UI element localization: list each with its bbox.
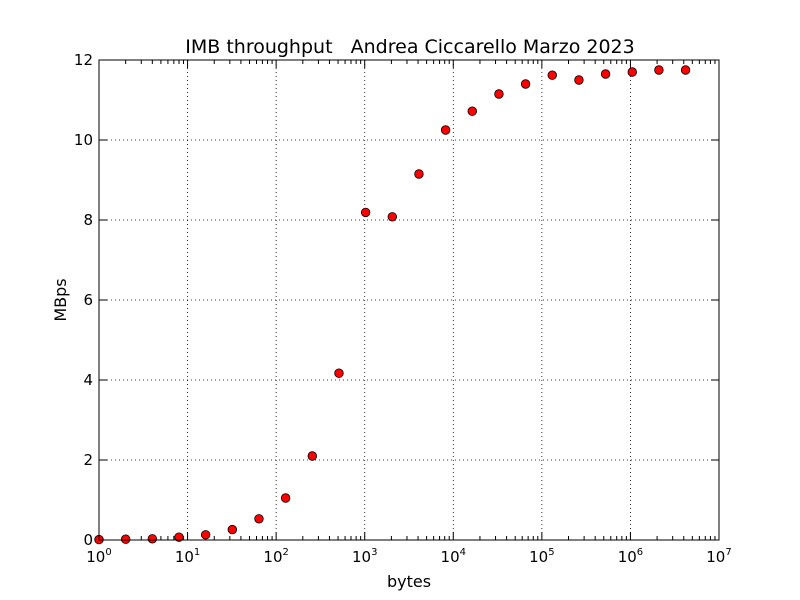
y-tick-label: 6 bbox=[83, 291, 93, 309]
data-point bbox=[494, 89, 504, 99]
y-tick-label: 0 bbox=[83, 531, 93, 549]
y-tick-label: 12 bbox=[74, 51, 93, 69]
data-point bbox=[547, 70, 557, 80]
data-point bbox=[120, 534, 131, 544]
x-tick-labels: 100 101 102 103 104 105 106 107 bbox=[86, 547, 731, 566]
y-tick-labels: 0 2 4 6 8 10 12 bbox=[74, 51, 93, 549]
data-point bbox=[147, 534, 158, 544]
data-point bbox=[307, 451, 318, 461]
y-tick-label: 4 bbox=[83, 371, 93, 389]
data-point bbox=[574, 75, 584, 85]
data-points bbox=[94, 65, 691, 545]
data-point bbox=[440, 125, 451, 135]
grid bbox=[99, 60, 719, 540]
chart-title: IMB throughput Andrea Ciccarello Marzo 2… bbox=[185, 36, 635, 58]
x-tick-label: 102 bbox=[263, 547, 288, 566]
x-tick-label: 106 bbox=[618, 547, 643, 566]
x-tick-label: 103 bbox=[352, 547, 377, 566]
data-point bbox=[254, 514, 264, 524]
data-point bbox=[627, 67, 637, 77]
data-point bbox=[600, 69, 611, 79]
data-point bbox=[520, 79, 531, 89]
data-point bbox=[654, 65, 664, 75]
x-tick-label: 101 bbox=[175, 547, 200, 566]
data-point bbox=[680, 65, 691, 75]
data-point bbox=[200, 530, 211, 540]
y-tick-label: 10 bbox=[74, 131, 93, 149]
plot-frame bbox=[98, 59, 720, 541]
data-point bbox=[280, 493, 291, 503]
data-point bbox=[334, 368, 344, 378]
x-tick-label: 105 bbox=[529, 547, 554, 566]
data-point bbox=[467, 106, 477, 116]
data-point bbox=[174, 532, 184, 542]
y-axis-label: MBps bbox=[51, 278, 70, 321]
y-tick-label: 2 bbox=[83, 451, 93, 469]
data-point bbox=[227, 524, 238, 535]
x-axis-label: bytes bbox=[387, 572, 431, 591]
x-tick-label: 107 bbox=[706, 547, 731, 566]
y-tick-label: 8 bbox=[83, 211, 93, 229]
data-point bbox=[387, 212, 397, 222]
x-tick-label: 104 bbox=[441, 547, 466, 566]
x-tick-label: 100 bbox=[86, 547, 111, 566]
data-point bbox=[360, 207, 371, 218]
data-point bbox=[414, 169, 424, 179]
